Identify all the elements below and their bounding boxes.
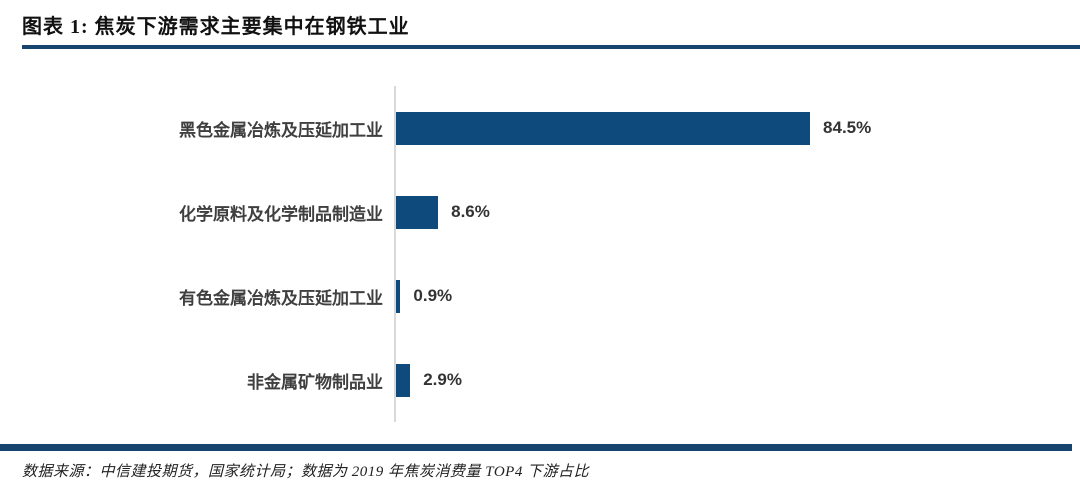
category-label: 化学原料及化学制品制造业 (179, 204, 383, 224)
bar (396, 111, 811, 145)
category-label: 有色金属冶炼及压延加工业 (179, 288, 383, 308)
value-label: 2.9% (423, 370, 462, 389)
chart-row: 化学原料及化学制品制造业 8.6% (0, 170, 1080, 254)
value-label: 8.6% (451, 202, 490, 221)
chart-row: 黑色金属冶炼及压延加工业 84.5% (0, 86, 1080, 170)
bar (396, 279, 401, 313)
chart-row: 有色金属冶炼及压延加工业 0.9% (0, 254, 1080, 338)
bar (396, 363, 411, 397)
value-label: 0.9% (413, 286, 453, 305)
bar-chart: 黑色金属冶炼及压延加工业 84.5% 化学原料及化学制品制造业 8.6% 有色金属冶炼及… (0, 86, 1080, 422)
footer-divider (0, 444, 1072, 451)
chart-row: 非金属矿物制品业 2.9% (0, 338, 1080, 422)
value-label: 84.5% (823, 118, 872, 137)
bar-track: 8.6% (394, 170, 1080, 254)
bar-track: 84.5% (394, 86, 1080, 170)
category-label: 非金属矿物制品业 (247, 372, 383, 392)
chart-rows: 黑色金属冶炼及压延加工业 84.5% 化学原料及化学制品制造业 8.6% 有色金属冶炼及… (0, 86, 1080, 422)
chart-header: 图表 1: 焦炭下游需求主要集中在钢铁工业 (0, 0, 1080, 49)
bar-track: 2.9% (394, 338, 1080, 422)
data-source-note: 数据来源：中信建投期货，国家统计局；数据为 2019 年焦炭消费量 TOP4 下… (22, 464, 590, 480)
bar (396, 195, 439, 229)
category-label: 黑色金属冶炼及压延加工业 (179, 120, 383, 140)
title-divider (22, 45, 1080, 49)
chart-title: 图表 1: 焦炭下游需求主要集中在钢铁工业 (22, 16, 410, 38)
bar-track: 0.9% (394, 254, 1080, 338)
